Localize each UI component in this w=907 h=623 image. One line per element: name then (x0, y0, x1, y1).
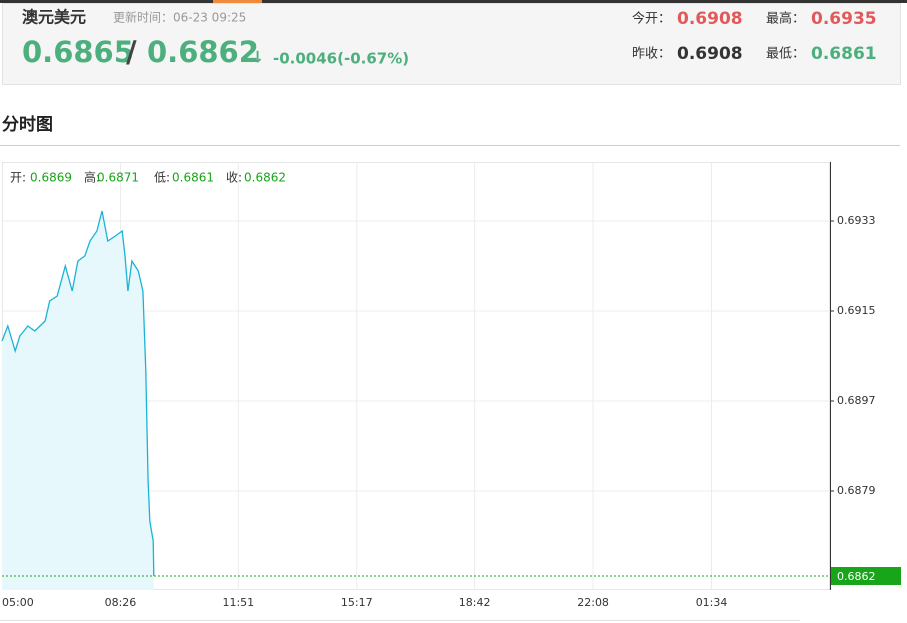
bid-price: 0.6865 (22, 35, 134, 69)
ohlc-label: 高: (84, 170, 100, 185)
x-tick-label: 18:42 (459, 596, 491, 609)
x-tick-label: 01:34 (696, 596, 728, 609)
stat-value: 0.6908 (677, 44, 743, 64)
stat-value: 0.6908 (677, 9, 743, 29)
arrow: ↓ (251, 48, 264, 67)
stat-label: 昨收： (632, 47, 671, 62)
x-tick-label: 05:00 (2, 596, 34, 609)
update-time: 更新时间：06-23 09:25 (113, 10, 246, 25)
y-tick-label: 0.6933 (837, 214, 876, 227)
ohlc-label: 低: (154, 171, 170, 185)
y-tick-label: 0.6897 (837, 394, 876, 407)
quote-panel (2, 3, 901, 85)
x-tick-label: 15:17 (341, 596, 373, 609)
separator: / (126, 35, 137, 69)
price-line (1, 210, 155, 577)
title: 澳元美元 (22, 8, 86, 27)
ohlc-label: 开: (10, 171, 26, 185)
x-tick-label: 22:08 (577, 596, 609, 609)
ohlc-value: 0.6869 (30, 171, 72, 185)
ohlc-label: 收: (226, 171, 242, 185)
section-title: 分时图 (2, 115, 53, 135)
plot: 0.6879 0.6897 0.6915 0.6933 05:00 08:26 11:51 1… (0, 162, 901, 621)
current-price-label: 0.6862 (837, 570, 876, 583)
x-tick-label: 08:26 (105, 596, 137, 609)
stat-value: 0.6935 (811, 9, 877, 29)
stat-label: 最低： (766, 47, 805, 62)
stat-value: 0.6861 (811, 44, 877, 64)
top-tab-indicator (213, 0, 262, 3)
stat-label: 最高： (766, 11, 805, 27)
y-tick-label: 0.6879 (837, 484, 876, 497)
change: -0.0046(-0.67%) (273, 50, 409, 68)
ohlc-value: 0.6861 (172, 171, 214, 185)
ask-price: 0.6862 (147, 35, 259, 69)
ohlc-value: 0.6871 (97, 171, 139, 185)
y-tick-label: 0.6915 (837, 304, 876, 317)
top-bar (0, 0, 907, 3)
stat-label: 今开： (632, 11, 671, 27)
x-tick-label: 11:51 (222, 596, 254, 609)
area (2, 211, 154, 590)
current-price-badge (831, 567, 901, 585)
ohlc-value: 0.6862 (244, 171, 286, 185)
